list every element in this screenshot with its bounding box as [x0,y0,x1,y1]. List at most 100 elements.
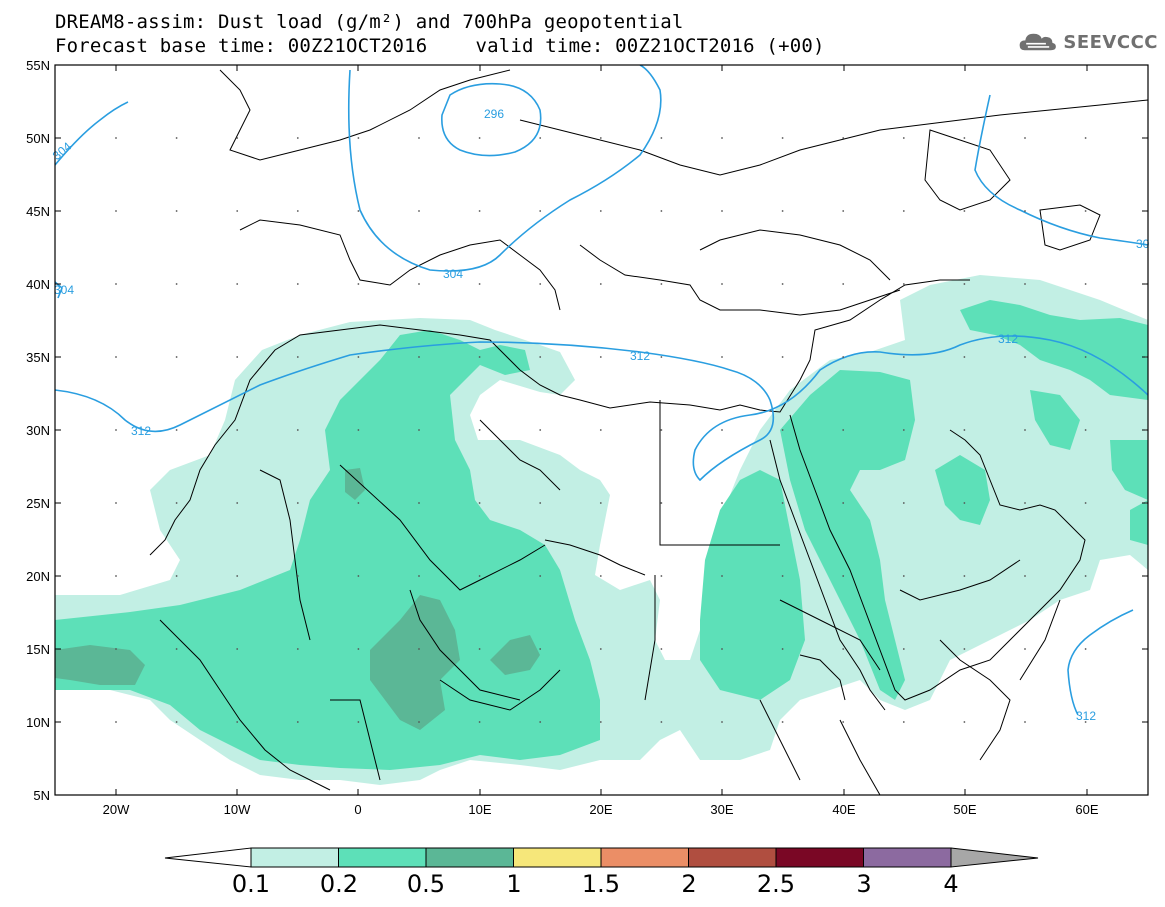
coastlines [149,69,1148,795]
grid-dot [115,356,117,358]
grid-dot [1145,137,1148,139]
contour-312-main [55,335,1148,482]
grid-dot [1145,648,1148,650]
grid-dot [1084,721,1087,723]
grid-dot [175,137,178,139]
colorbar-label-3: 3 [856,870,871,898]
grid-dot [1024,502,1026,504]
grid-dot [842,502,845,504]
lon-label-10e: 10E [468,802,491,817]
colorbar-box-1 [338,847,427,868]
grid-dot [660,502,663,504]
grid-dot [478,721,481,723]
contour-296-ring [441,82,542,157]
grid-dot [599,429,602,431]
contour-304-east [974,94,1148,246]
lat-label-50n: 50N [26,131,50,146]
grid-dot [357,648,360,650]
grid-dot [115,137,117,139]
grid-dot [902,210,905,212]
grid-dot [478,137,481,139]
grid-dot [1084,575,1087,577]
grid-dot [902,356,905,358]
grid-dot [721,502,723,504]
grid-dot [660,356,663,358]
contour-label-312-center: 312 [630,349,650,363]
grid-dot [1024,648,1026,650]
grid-dot [1145,502,1148,504]
lon-label-50e: 50E [953,802,976,817]
grid-dot [418,721,420,723]
grid-dot [175,575,178,577]
axis-ticks [55,64,1148,796]
colorbar: 0.1 0.2 0.5 1 1.5 2 2.5 3 4 [164,847,1039,898]
grid-dot [599,575,602,577]
grid-dot [1024,356,1026,358]
grid-dot [781,648,784,650]
grid-dot [357,721,360,723]
grid-dot [418,283,420,285]
grid-dot [236,137,239,139]
grid-dot [115,502,117,504]
grid-dot [175,502,178,504]
grid-dot [721,648,723,650]
colorbar-label-4: 4 [943,870,958,898]
grid-dot [357,356,360,358]
grid-dot [721,137,723,139]
grid-dot [539,502,542,504]
grid-dot [781,137,784,139]
grid-dot [902,721,905,723]
logo-text: SEEVCCC [1063,31,1158,53]
grid-dot [175,648,178,650]
grid-dot [963,356,966,358]
grid-dot [660,429,663,431]
grid-dot [721,356,723,358]
lat-label-55n: 55N [26,58,50,73]
dust-level-high [55,468,540,730]
grid-dot [1024,283,1026,285]
grid-dot [721,429,723,431]
grid-dot [296,721,299,723]
grid-dot [115,283,117,285]
contour-label-304-center: 304 [443,267,463,281]
contour-312-southeast [1067,609,1134,716]
lat-label-30n: 30N [26,423,50,438]
grid-dot [963,210,966,212]
grid-dot [175,721,178,723]
grid-dot [418,210,420,212]
colorbar-label-0.1: 0.1 [232,870,270,898]
grid-dot [721,283,723,285]
colorbar-box-7 [863,847,952,868]
grid-dot [418,137,420,139]
grid-dot [478,575,481,577]
grid-dot [296,502,299,504]
contour-304-center [347,65,662,272]
grid-dot [1084,648,1087,650]
grid-dot [781,429,784,431]
lon-label-10w: 10W [224,802,251,817]
grid-dot [115,429,117,431]
chart-subtitle: Forecast base time: 00Z21OCT2016 valid ti… [55,36,825,56]
grid-dot [296,137,299,139]
grid-dot [1024,137,1026,139]
grid-dot [660,648,663,650]
colorbar-box-0 [250,847,339,868]
grid-dot [296,429,299,431]
grid-dot [296,283,299,285]
grid-dot [660,283,663,285]
lat-label-35n: 35N [26,350,50,365]
grid-dot [175,356,178,358]
grid-dot [296,648,299,650]
grid-dot [842,429,845,431]
contour-label-30: 30 [1136,237,1150,251]
grid-dot [236,283,239,285]
grid-dot [1024,210,1026,212]
grid-dot [1145,356,1148,358]
grid-dot [963,283,966,285]
lon-label-60e: 60E [1075,802,1098,817]
grid-dot [236,356,239,358]
geopotential-contours [55,65,1148,716]
lon-label-20w: 20W [103,802,130,817]
grid-dot [1145,429,1148,431]
grid-dot [115,210,117,212]
